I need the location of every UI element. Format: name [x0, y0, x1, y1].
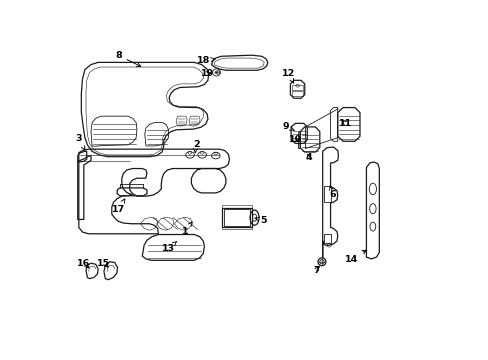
Text: 5: 5 — [254, 216, 266, 225]
Text: 11: 11 — [338, 119, 351, 128]
Text: 3: 3 — [76, 134, 85, 150]
Bar — [324, 186, 330, 202]
Text: 1: 1 — [182, 222, 192, 237]
Bar — [222, 206, 251, 208]
Text: 2: 2 — [192, 140, 199, 153]
Text: 12: 12 — [281, 69, 294, 83]
Text: 18: 18 — [196, 57, 215, 66]
Bar — [292, 85, 303, 90]
Text: 17: 17 — [111, 199, 124, 214]
Text: 19: 19 — [201, 69, 214, 78]
Text: 8: 8 — [115, 51, 141, 66]
Bar — [324, 234, 330, 243]
Text: 14: 14 — [344, 250, 366, 264]
Text: 7: 7 — [312, 266, 319, 275]
Bar — [222, 208, 251, 227]
Ellipse shape — [215, 71, 220, 74]
Text: 9: 9 — [282, 122, 293, 131]
Bar — [222, 226, 251, 229]
Text: 16: 16 — [77, 259, 90, 268]
Text: 15: 15 — [97, 259, 110, 268]
Text: 6: 6 — [329, 186, 335, 199]
Ellipse shape — [319, 260, 324, 264]
Bar — [223, 209, 250, 226]
Bar — [292, 91, 303, 96]
Text: 13: 13 — [162, 242, 176, 253]
Text: 4: 4 — [305, 153, 312, 162]
Text: 10: 10 — [288, 135, 302, 144]
